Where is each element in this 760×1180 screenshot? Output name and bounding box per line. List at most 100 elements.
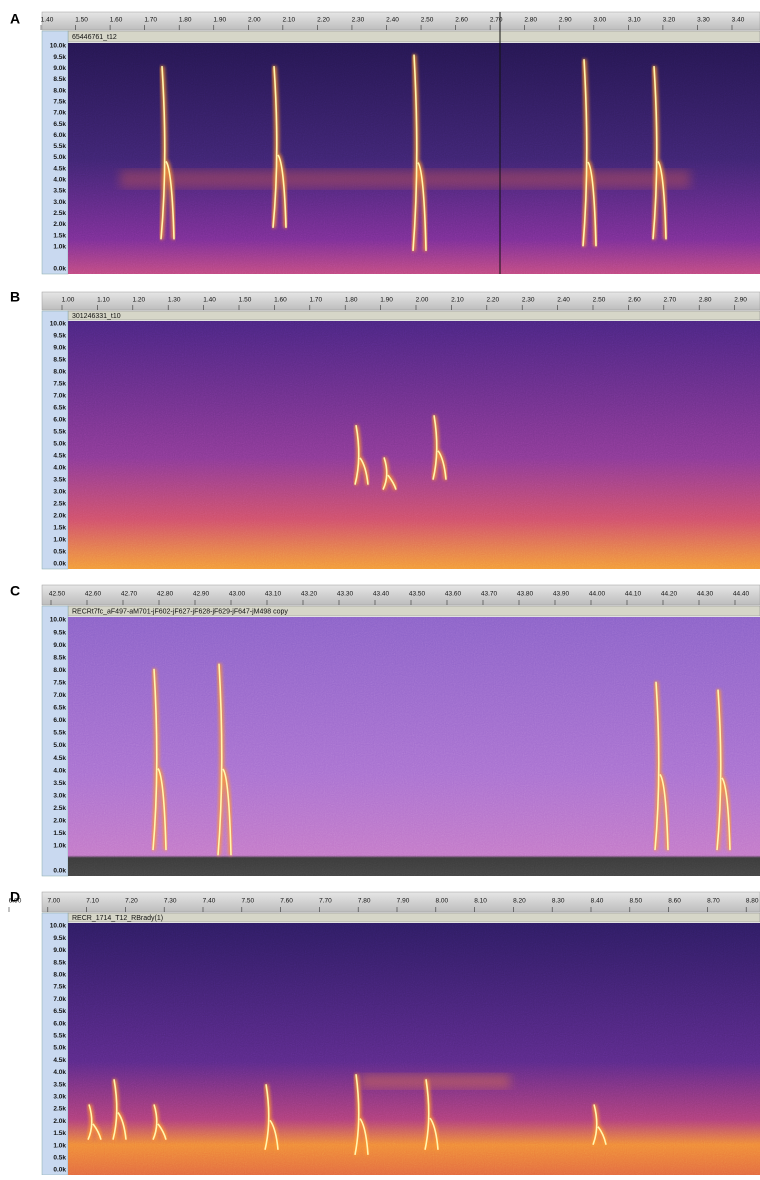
freq-tick-label: 5.0k <box>53 742 66 749</box>
time-tick-label: 1.80 <box>179 17 192 24</box>
freq-tick-label: 10.0k <box>50 923 67 930</box>
time-tick-label: 7.70 <box>319 898 332 905</box>
freq-tick-label: 9.5k <box>53 54 66 61</box>
time-tick-label: 2.20 <box>317 17 330 24</box>
freq-tick-label: 8.0k <box>53 87 66 94</box>
time-tick-label: 6.90 <box>9 898 22 905</box>
time-tick-label: 44.00 <box>589 591 606 598</box>
time-tick-label: 2.00 <box>416 297 429 304</box>
track-name-bar <box>67 310 760 321</box>
call <box>152 668 167 851</box>
time-tick-label: 7.20 <box>125 898 138 905</box>
freq-tick-label: 5.0k <box>53 154 66 161</box>
freq-tick-label: 4.5k <box>53 165 66 172</box>
time-tick-label: 3.30 <box>697 17 710 24</box>
freq-tick-label: 0.0k <box>53 868 66 875</box>
call <box>582 59 597 247</box>
time-tick-label: 1.20 <box>132 297 145 304</box>
freq-tick-label: 5.5k <box>53 730 66 737</box>
call <box>424 1079 439 1150</box>
freq-axis <box>41 30 69 275</box>
time-tick-label: 43.00 <box>229 591 246 598</box>
freq-tick-label: 10.0k <box>50 321 67 328</box>
time-tick-label: 7.40 <box>203 898 216 905</box>
call <box>217 663 232 856</box>
time-tick-label: 43.10 <box>265 591 282 598</box>
freq-tick-label: 2.5k <box>53 210 66 217</box>
time-tick-label: 3.40 <box>732 17 745 24</box>
time-tick-label: 2.60 <box>628 297 641 304</box>
time-tick-label: 1.40 <box>41 17 54 24</box>
call <box>412 54 427 251</box>
time-tick-label: 43.20 <box>301 591 318 598</box>
freq-tick-label: 6.0k <box>53 417 66 424</box>
time-tick-label: 43.90 <box>553 591 570 598</box>
call <box>652 66 667 240</box>
time-tick-label: 1.60 <box>110 17 123 24</box>
freq-tick-label: 3.5k <box>53 780 66 787</box>
time-tick-label: 8.80 <box>746 898 759 905</box>
freq-tick-label: 8.5k <box>53 654 66 661</box>
time-tick-label: 2.70 <box>663 297 676 304</box>
freq-tick-label: 2.0k <box>53 818 66 825</box>
time-tick-label: 7.00 <box>47 898 60 905</box>
freq-tick-label: 5.5k <box>53 429 66 436</box>
freq-tick-label: 9.5k <box>53 333 66 340</box>
freq-tick-label: 4.5k <box>53 755 66 762</box>
time-tick-label: 2.70 <box>490 17 503 24</box>
call <box>112 1079 127 1140</box>
freq-tick-label: 9.0k <box>53 345 66 352</box>
time-tick-label: 8.20 <box>513 898 526 905</box>
time-tick-label: 42.90 <box>193 591 210 598</box>
time-tick-label: 1.90 <box>213 17 226 24</box>
time-tick-label: 8.10 <box>474 898 487 905</box>
freq-tick-label: 1.5k <box>53 830 66 837</box>
spectrogram-noise <box>68 923 760 1175</box>
track-name: RECR_1714_T12_RBrady(1) <box>72 915 163 922</box>
time-ruler <box>41 11 760 31</box>
time-tick-label: 44.10 <box>625 591 642 598</box>
time-tick-label: 7.30 <box>164 898 177 905</box>
panel-label: A <box>10 11 20 27</box>
freq-tick-label: 0.0k <box>53 1167 66 1174</box>
freq-tick-label: 7.5k <box>53 381 66 388</box>
freq-tick-label: 1.5k <box>53 525 66 532</box>
spectrogram-noise <box>68 321 760 569</box>
call <box>716 689 731 851</box>
time-tick-label: 2.30 <box>522 297 535 304</box>
time-tick-label: 42.60 <box>85 591 102 598</box>
call <box>382 457 397 490</box>
time-tick-label: 43.50 <box>409 591 426 598</box>
time-tick-label: 2.10 <box>451 297 464 304</box>
freq-tick-label: 1.0k <box>53 843 66 850</box>
time-tick-label: 43.70 <box>481 591 498 598</box>
freq-tick-label: 0.0k <box>53 561 66 568</box>
freq-tick-label: 0.0k <box>53 266 66 273</box>
freq-tick-label: 2.0k <box>53 1118 66 1125</box>
time-tick-label: 8.70 <box>707 898 720 905</box>
freq-tick-label: 7.0k <box>53 110 66 117</box>
freq-tick-label: 5.0k <box>53 1045 66 1052</box>
time-tick-label: 8.00 <box>435 898 448 905</box>
call <box>264 1084 279 1150</box>
freq-tick-label: 9.5k <box>53 935 66 942</box>
time-tick-label: 2.20 <box>486 297 499 304</box>
freq-tick-label: 9.5k <box>53 629 66 636</box>
time-ruler <box>41 291 760 311</box>
time-tick-label: 2.30 <box>352 17 365 24</box>
freq-tick-label: 7.5k <box>53 984 66 991</box>
track-name: 301246331_t10 <box>72 313 121 320</box>
freq-tick-label: 8.5k <box>53 959 66 966</box>
time-ruler <box>41 891 760 913</box>
freq-tick-label: 7.0k <box>53 996 66 1003</box>
time-tick-label: 8.40 <box>591 898 604 905</box>
freq-tick-label: 7.0k <box>53 393 66 400</box>
freq-tick-label: 1.5k <box>53 1130 66 1137</box>
time-tick-label: 3.10 <box>628 17 641 24</box>
freq-tick-label: 5.0k <box>53 441 66 448</box>
time-tick-label: 3.00 <box>593 17 606 24</box>
freq-tick-label: 1.0k <box>53 1142 66 1149</box>
freq-tick-label: 6.0k <box>53 132 66 139</box>
panel-label: D <box>10 889 20 905</box>
noise-band <box>360 1074 510 1089</box>
